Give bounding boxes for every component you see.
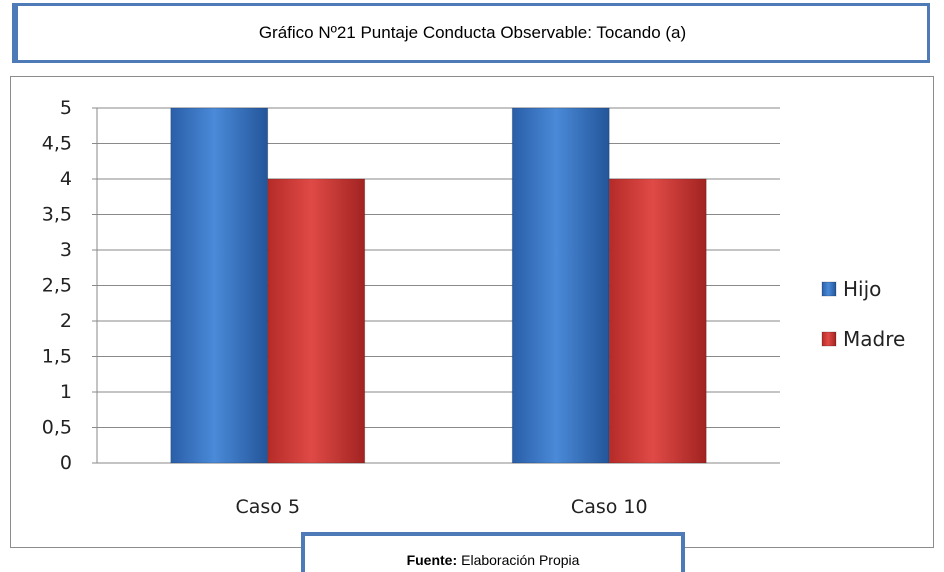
bar-madre-1 <box>267 178 366 464</box>
chart-title: Gráfico Nº21 Puntaje Conducta Observable… <box>258 23 687 42</box>
source-text: Elaboración Propia <box>461 552 580 568</box>
source-label: Fuente: <box>406 552 458 568</box>
legend-swatch-hijo <box>821 281 837 297</box>
bar-madre-2 <box>608 178 707 464</box>
legend-label-hijo: Hijo <box>843 277 881 301</box>
chart-title-box: Gráfico Nº21 Puntaje Conducta Observable… <box>12 3 930 63</box>
y-tick-label: 4,5 <box>42 133 72 155</box>
y-tick-label: 1 <box>60 381 72 403</box>
bar-hijo-1 <box>170 107 269 464</box>
y-tick-label: 3 <box>60 239 72 261</box>
chart-area <box>10 76 934 548</box>
y-tick-label: 5 <box>60 97 72 119</box>
source-box: Fuente: Elaboración Propia <box>301 532 685 572</box>
y-tick-label: 2 <box>60 310 72 332</box>
y-tick-label: 0 <box>60 452 72 474</box>
legend-label-madre: Madre <box>843 327 905 351</box>
y-tick-label: 1,5 <box>42 346 72 368</box>
legend-swatch-madre <box>821 331 837 347</box>
y-tick-label: 2,5 <box>42 275 72 297</box>
bar-hijo-2 <box>511 107 610 464</box>
y-tick-label: 0,5 <box>42 417 72 439</box>
x-category-label: Caso 5 <box>235 496 300 518</box>
y-tick-label: 3,5 <box>42 204 72 226</box>
x-category-label: Caso 10 <box>571 496 648 518</box>
y-tick-label: 4 <box>60 168 72 190</box>
